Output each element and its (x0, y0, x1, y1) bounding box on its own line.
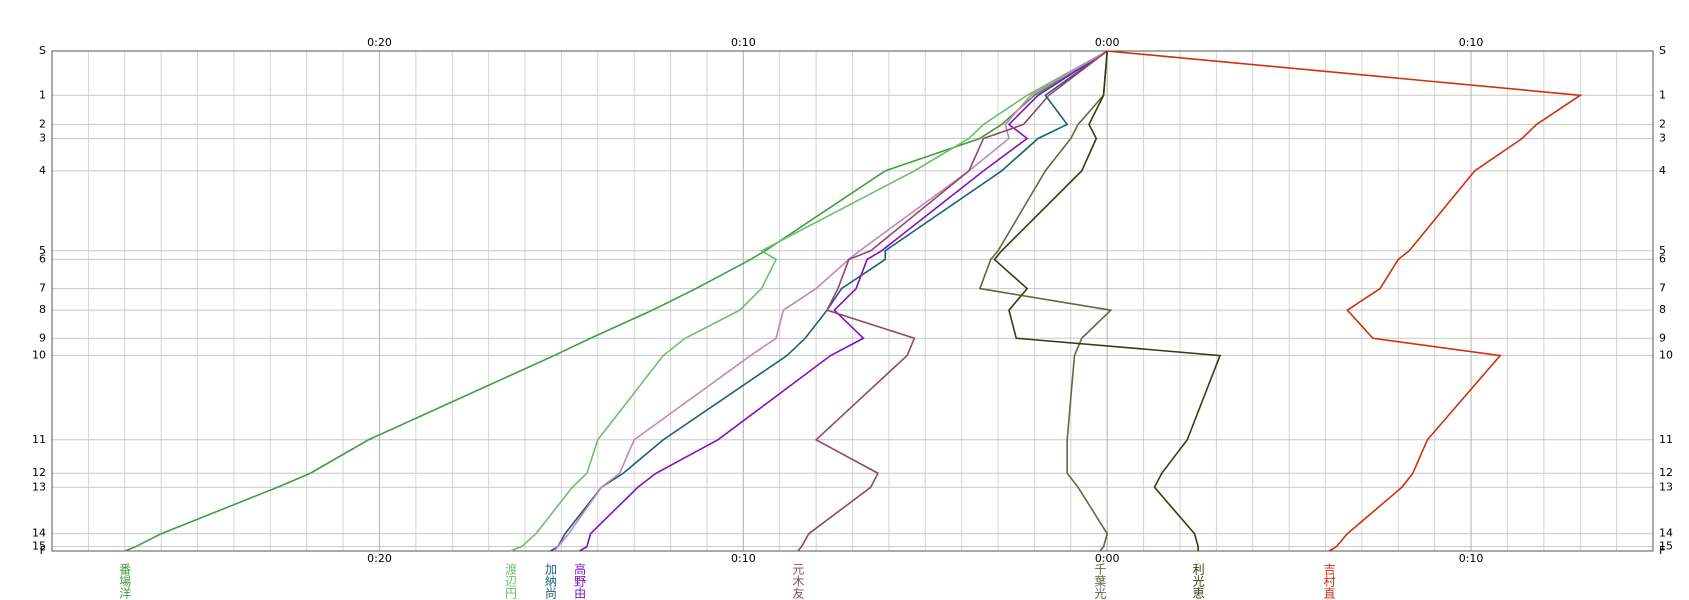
runner-name: 番場洋 (118, 563, 132, 599)
x-tick-label-bottom: 0:10 (731, 552, 756, 565)
y-tick-label-right: 15 (1659, 540, 1673, 553)
y-tick-label-right: 1 (1659, 88, 1666, 101)
y-tick-label-right: 13 (1659, 480, 1673, 493)
y-tick-label: 14 (32, 527, 46, 540)
y-tick-label: 15 (32, 540, 46, 553)
y-tick-label-right: 7 (1659, 282, 1666, 295)
y-tick-label-right: S (1659, 44, 1666, 57)
y-tick-label-right: 8 (1659, 303, 1666, 316)
y-tick-label: 3 (39, 131, 46, 144)
y-tick-label-right: 6 (1659, 252, 1666, 265)
split-line (124, 50, 1108, 552)
split-line (1107, 50, 1583, 552)
y-tick-label-right: 2 (1659, 117, 1666, 130)
x-tick-label: 0:00 (1095, 36, 1120, 49)
y-tick-label: 5 (39, 244, 46, 257)
y-tick-label: 4 (39, 164, 46, 177)
runner-name: 吉村直 (1322, 563, 1336, 599)
y-tick-label: S (39, 44, 46, 57)
runner-name: 渡辺円 (503, 562, 517, 599)
split-line (510, 50, 1108, 552)
y-tick-label-right: 5 (1659, 244, 1666, 257)
y-tick-label: 12 (32, 466, 46, 479)
y-tick-label-right: 14 (1659, 527, 1673, 540)
y-tick-label: 8 (39, 303, 46, 316)
runner-name: 加納尚 (543, 563, 557, 599)
y-tick-label-right: 3 (1659, 131, 1666, 144)
y-tick-label: F (40, 544, 46, 557)
y-tick-label: 10 (32, 349, 46, 362)
y-tick-label-right: 9 (1659, 331, 1666, 344)
y-tick-label-right: 10 (1659, 349, 1673, 362)
y-tick-label-right: 11 (1659, 433, 1673, 446)
y-tick-label: 9 (39, 331, 46, 344)
split-line (579, 50, 1108, 552)
y-tick-label: 6 (39, 252, 46, 265)
split-line (553, 50, 1108, 552)
y-tick-label-right: 4 (1659, 164, 1666, 177)
y-tick-label-right: 12 (1659, 466, 1673, 479)
x-tick-label-bottom: 0:20 (367, 552, 392, 565)
y-tick-label: 7 (39, 282, 46, 295)
x-tick-label-bottom: 0:10 (1459, 552, 1484, 565)
x-tick-label: 0:20 (367, 36, 392, 49)
split-line (993, 50, 1222, 551)
y-tick-label-right: F (1659, 544, 1665, 557)
split-line (797, 50, 1108, 552)
x-tick-label: 0:10 (731, 36, 756, 49)
x-tick-label-bottom: 0:00 (1095, 552, 1120, 565)
plot-frame (51, 50, 1654, 552)
runner-name: 利光恵 (1191, 563, 1205, 599)
runner-name: 千葉光 (1093, 563, 1107, 599)
runner-name: 高野由 (573, 562, 587, 599)
y-tick-label: 2 (39, 117, 46, 130)
y-tick-label: 1 (39, 88, 46, 101)
x-tick-label: 0:10 (1459, 36, 1484, 49)
runner-name: 元木友 (791, 563, 805, 599)
y-tick-label: 11 (32, 433, 46, 446)
y-tick-label: 13 (32, 480, 46, 493)
split-line (978, 50, 1113, 552)
